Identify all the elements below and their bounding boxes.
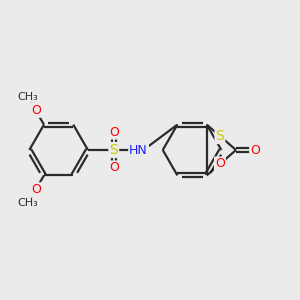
Text: HN: HN: [129, 143, 148, 157]
Text: O: O: [109, 126, 119, 139]
Text: O: O: [109, 161, 119, 174]
Text: O: O: [215, 158, 225, 170]
Text: CH₃: CH₃: [18, 92, 38, 102]
Text: O: O: [31, 104, 40, 117]
Text: S: S: [215, 129, 224, 143]
Text: CH₃: CH₃: [18, 198, 38, 208]
Text: S: S: [110, 143, 118, 157]
Text: O: O: [250, 143, 260, 157]
Text: O: O: [31, 183, 40, 196]
